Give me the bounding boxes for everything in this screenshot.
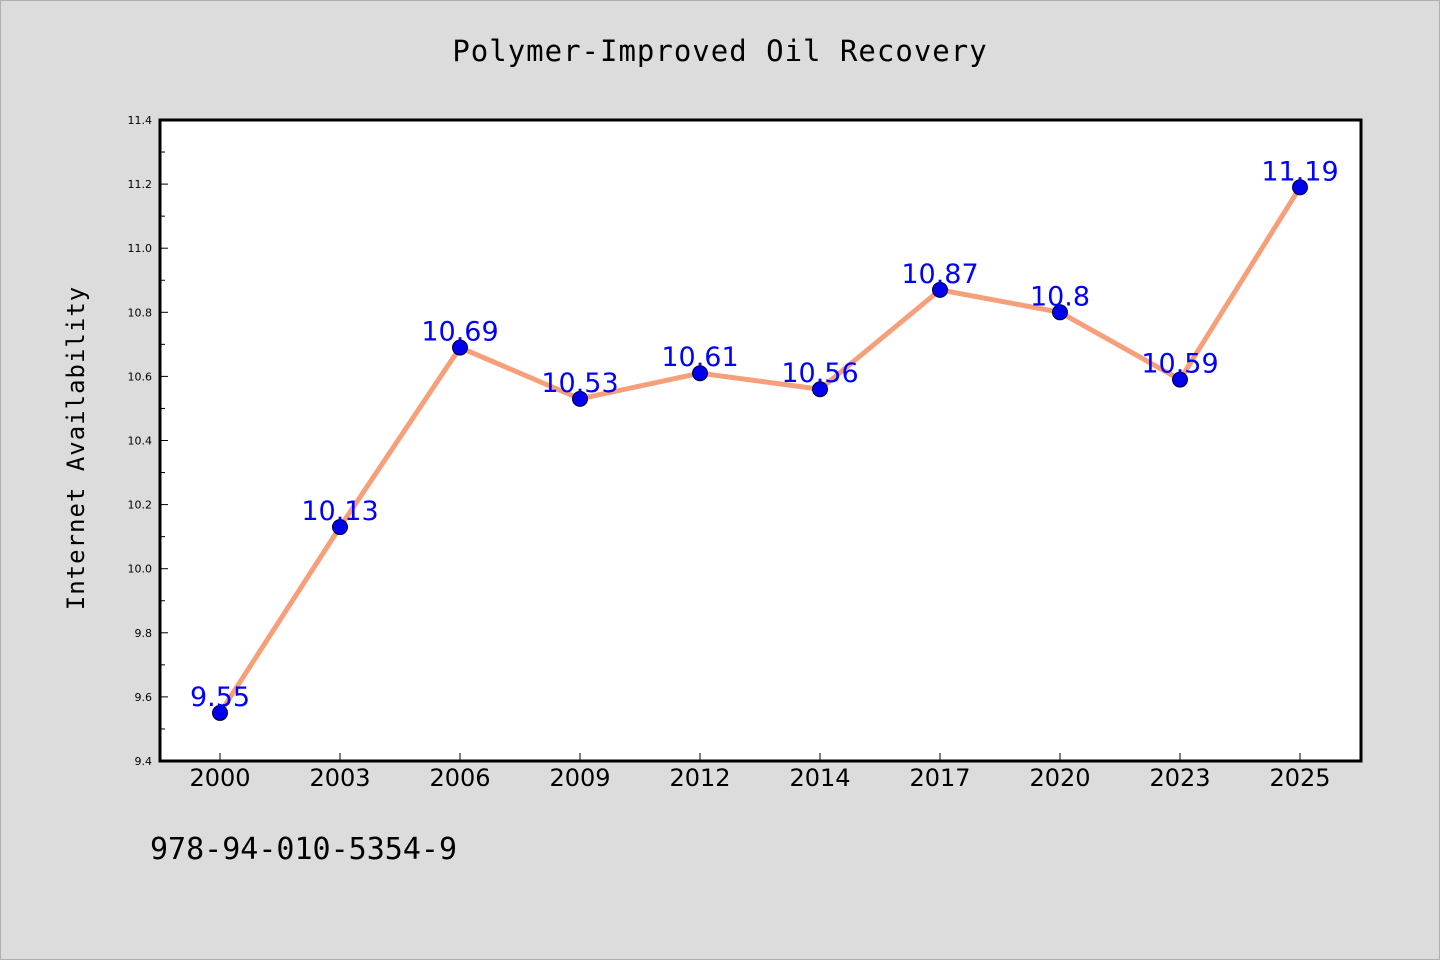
footer-code: 978-94-010-5354-9	[150, 832, 458, 867]
data-label: 11.19	[1261, 156, 1338, 187]
x-tick-label: 2009	[549, 764, 610, 792]
x-tick-label: 2003	[309, 764, 370, 792]
y-tick-label: 10.0	[128, 563, 153, 576]
x-tick-label: 2014	[789, 764, 850, 792]
x-tick-label: 2023	[1149, 764, 1210, 792]
data-label: 10.69	[421, 317, 498, 348]
data-point	[1292, 179, 1308, 196]
data-label: 9.55	[190, 682, 250, 713]
x-tick-label: 2020	[1029, 764, 1090, 792]
x-tick-label: 2006	[429, 764, 490, 792]
data-label: 10.56	[781, 358, 858, 389]
data-point	[212, 704, 228, 721]
data-point	[932, 281, 948, 298]
data-point	[692, 365, 708, 382]
y-tick-label: 9.8	[135, 627, 153, 640]
y-tick-label: 10.2	[128, 499, 153, 512]
y-tick-label: 10.8	[128, 306, 153, 319]
data-label: 10.13	[301, 496, 378, 527]
data-point	[1052, 304, 1068, 321]
data-point	[1172, 371, 1188, 388]
plot-border	[158, 118, 1363, 763]
y-tick-label: 10.6	[128, 370, 153, 383]
y-tick-label: 11.0	[128, 242, 153, 255]
data-point	[812, 381, 828, 398]
data-label: 10.8	[1030, 281, 1090, 312]
y-tick-label: 9.6	[135, 691, 153, 704]
x-tick-label: 2025	[1269, 764, 1330, 792]
chart-title: Polymer-Improved Oil Recovery	[452, 34, 988, 68]
series-layer: 9.55 10.13 10.69 10.53 10.61 10.56 10.87 10.8 10…	[190, 156, 1339, 721]
plot-area	[160, 120, 1361, 761]
y-tick-label: 10.4	[128, 435, 153, 448]
series-line	[217, 184, 1303, 716]
data-label: 10.53	[541, 368, 618, 399]
x-tick-label: 2017	[909, 764, 970, 792]
y-tick-label: 9.4	[135, 755, 153, 768]
data-point	[452, 339, 468, 356]
y-tick-label: 11.4	[128, 114, 153, 127]
data-point	[332, 519, 348, 536]
x-axis-ticks: 2000 2003 2006 2009 2012 2014 2017 2020 2023 2025	[189, 753, 1331, 792]
x-tick-label: 2000	[189, 764, 250, 792]
x-tick-label: 2012	[669, 764, 730, 792]
data-label: 10.61	[661, 342, 738, 373]
y-tick-label: 11.2	[128, 178, 153, 191]
data-label: 10.59	[1141, 349, 1218, 380]
data-point	[572, 390, 588, 407]
data-label: 10.87	[901, 259, 978, 290]
